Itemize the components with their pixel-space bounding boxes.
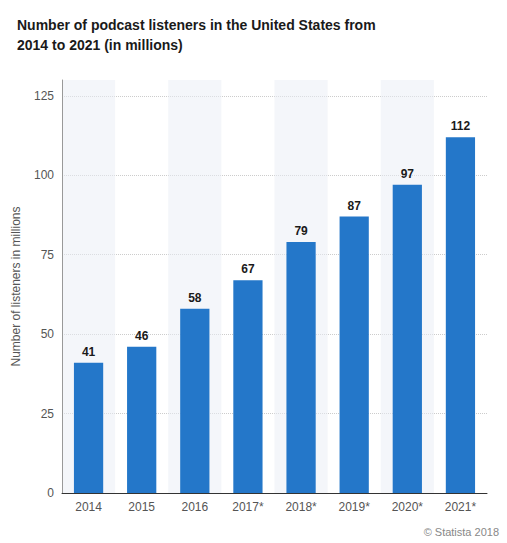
- svg-text:50: 50: [41, 327, 55, 341]
- svg-text:Number of podcast listeners in: Number of podcast listeners in the Unite…: [17, 17, 376, 33]
- svg-text:41: 41: [82, 345, 96, 359]
- svg-text:97: 97: [401, 167, 415, 181]
- svg-text:Number of listeners in million: Number of listeners in millions: [9, 206, 23, 366]
- svg-text:87: 87: [348, 199, 362, 213]
- svg-text:0: 0: [47, 486, 54, 500]
- svg-text:2016: 2016: [181, 500, 208, 514]
- svg-text:67: 67: [241, 262, 255, 276]
- svg-text:2018*: 2018*: [285, 500, 317, 514]
- svg-text:2019*: 2019*: [339, 500, 371, 514]
- svg-text:58: 58: [188, 291, 202, 305]
- svg-text:2014 to 2021 (in millions): 2014 to 2021 (in millions): [17, 37, 183, 53]
- svg-text:© Statista 2018: © Statista 2018: [424, 526, 499, 538]
- svg-text:2020*: 2020*: [392, 500, 424, 514]
- svg-text:2021*: 2021*: [445, 500, 477, 514]
- svg-text:25: 25: [41, 407, 55, 421]
- svg-text:2017*: 2017*: [232, 500, 264, 514]
- svg-text:2014: 2014: [75, 500, 102, 514]
- svg-text:79: 79: [294, 224, 308, 238]
- svg-text:2015: 2015: [128, 500, 155, 514]
- svg-text:112: 112: [451, 119, 471, 133]
- svg-text:100: 100: [34, 168, 54, 182]
- svg-text:75: 75: [41, 248, 55, 262]
- svg-text:125: 125: [34, 89, 54, 103]
- svg-text:46: 46: [135, 329, 149, 343]
